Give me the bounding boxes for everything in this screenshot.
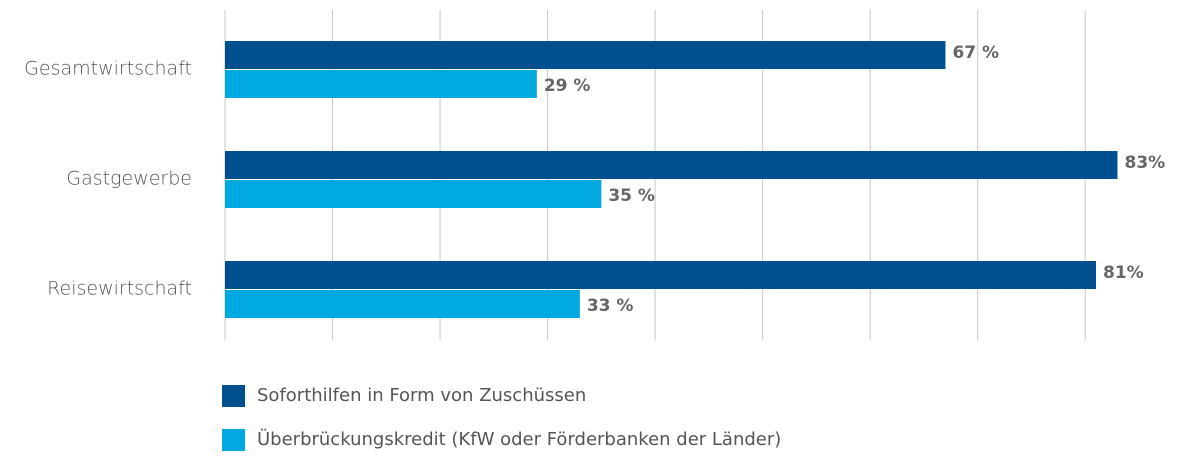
bar [225, 261, 1096, 289]
bar [225, 151, 1118, 179]
value-label: 29 % [544, 76, 591, 96]
value-label: 35 % [608, 186, 655, 206]
bar [225, 70, 537, 98]
category-label: Gesamtwirtschaft [24, 58, 192, 80]
value-label: 67 % [952, 43, 999, 63]
bar [225, 41, 946, 69]
value-label: 83% [1124, 153, 1165, 173]
legend-label: Überbrückungskredit (KfW oder Förderbank… [257, 428, 781, 450]
bar [225, 180, 602, 208]
legend-swatch [222, 385, 245, 407]
legend-label: Soforthilfen in Form von Zuschüssen [257, 385, 586, 406]
category-label: Gastgewerbe [66, 168, 192, 190]
value-label: 33 % [587, 296, 634, 316]
category-label: Reisewirtschaft [47, 278, 192, 300]
value-label: 81% [1103, 263, 1144, 283]
legend-swatch [222, 429, 245, 451]
bar [225, 290, 580, 318]
